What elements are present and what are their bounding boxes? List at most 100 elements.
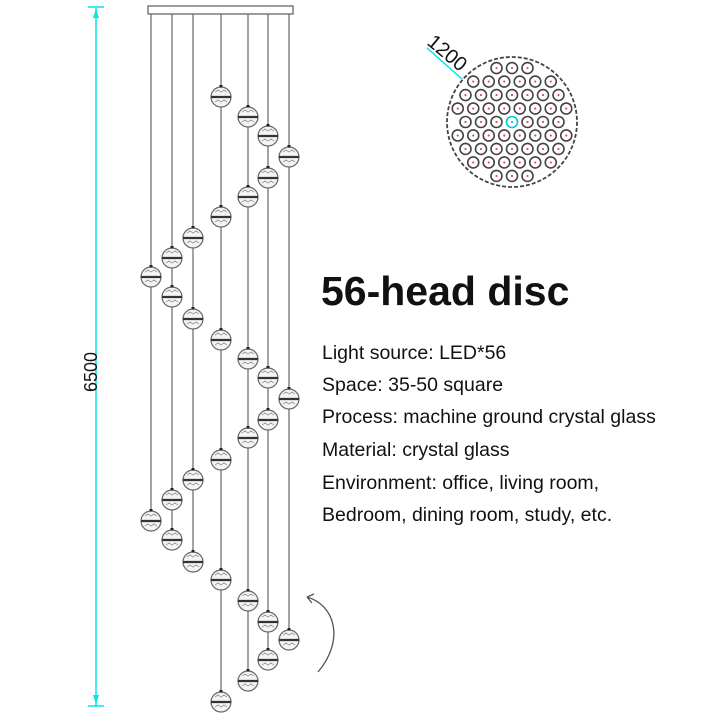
- disc-light-head: [513, 75, 527, 88]
- crystal-ball: [210, 448, 232, 471]
- disc-light-head: [474, 88, 488, 102]
- crystal-ball: [237, 185, 259, 208]
- crystal-ball: [210, 85, 232, 108]
- spec-environment: Environment: office, living room,: [322, 472, 600, 494]
- crystal-ball: [237, 669, 259, 692]
- crystal-ball: [237, 589, 259, 612]
- crystal-ball: [278, 387, 300, 410]
- crystal-ball: [257, 610, 279, 633]
- crystal-ball: [210, 205, 232, 228]
- crystal-ball: [237, 105, 259, 128]
- disc-light-head: [490, 142, 503, 156]
- disc-light-head: [513, 156, 527, 169]
- crystal-ball: [257, 366, 279, 389]
- height-dimension: [88, 6, 104, 707]
- crystal-ball: [210, 568, 232, 591]
- disc-light-head: [482, 156, 496, 169]
- disc-top-view: 1200: [423, 31, 578, 188]
- crystal-ball: [161, 488, 183, 511]
- disc-light-head: [528, 156, 542, 169]
- disc-light-head: [466, 129, 480, 142]
- spec-material: Material: crystal glass: [322, 439, 510, 461]
- crystal-ball: [161, 528, 183, 551]
- crystal-ball: [257, 166, 279, 189]
- disc-light-head: [521, 115, 534, 129]
- crystal-ball: [257, 408, 279, 431]
- disc-light-head: [482, 102, 496, 115]
- disc-light-head: [528, 102, 542, 115]
- disc-light-head: [513, 102, 527, 115]
- disc-light-head: [536, 142, 550, 156]
- crystal-ball: [210, 328, 232, 351]
- disc-light-head: [505, 169, 519, 183]
- height-dimension-label: 6500: [81, 352, 101, 392]
- crystal-ball: [210, 690, 232, 713]
- disc-light-head: [528, 75, 542, 88]
- spec-light-source: Light source: LED*56: [322, 342, 507, 364]
- disc-light-head: [552, 142, 565, 156]
- crystal-ball: [140, 265, 162, 288]
- disc-light-head: [459, 142, 472, 156]
- disc-light-head: [521, 142, 534, 156]
- crystal-ball: [182, 307, 204, 330]
- disc-light-head: [451, 102, 465, 115]
- spec-space: Space: 35-50 square: [322, 374, 504, 396]
- disc-light-head: [497, 129, 511, 142]
- crystal-ball: [278, 145, 300, 168]
- spec-environment-continued: Bedroom, dining room, study, etc.: [322, 504, 613, 526]
- crystal-ball: [140, 509, 162, 532]
- disc-light-head: [521, 88, 534, 102]
- disc-light-head: [482, 75, 496, 88]
- disc-light-head: [544, 75, 558, 88]
- spec-process: Process: machine ground crystal glass: [322, 406, 656, 428]
- rotation-arrow-icon: [306, 593, 335, 673]
- disc-light-head: [497, 75, 511, 88]
- crystal-ball: [257, 648, 279, 671]
- crystal-balls: [140, 85, 300, 713]
- disc-light-head: [505, 88, 519, 102]
- disc-light-head: [552, 115, 565, 129]
- product-title: 56-head disc: [321, 268, 570, 314]
- disc-light-head: [552, 88, 565, 102]
- disc-light-head: [466, 102, 480, 115]
- disc-light-head: [490, 169, 503, 183]
- disc-light-head: [482, 129, 496, 142]
- disc-light-head: [451, 129, 465, 142]
- disc-light-head: [528, 129, 542, 142]
- crystal-ball: [161, 285, 183, 308]
- disc-light-head: [544, 156, 558, 169]
- disc-light-head: [544, 129, 558, 142]
- crystal-ball: [182, 550, 204, 573]
- disc-light-head: [521, 61, 534, 75]
- disc-light-head: [490, 88, 503, 102]
- disc-light-head: [536, 115, 550, 129]
- disc-light-head: [466, 156, 480, 169]
- disc-light-head: [459, 88, 472, 102]
- disc-light-head: [559, 102, 573, 115]
- disc-light-head: [505, 142, 519, 156]
- crystal-ball: [161, 246, 183, 269]
- disc-light-head: [505, 115, 519, 129]
- disc-light-head: [521, 169, 534, 183]
- disc-light-head: [497, 156, 511, 169]
- disc-light-head: [505, 61, 519, 75]
- disc-light-head: [459, 115, 472, 129]
- crystal-ball: [278, 628, 300, 651]
- disc-light-head: [536, 88, 550, 102]
- crystal-ball: [182, 226, 204, 249]
- disc-light-head: [490, 61, 503, 75]
- crystal-ball: [237, 347, 259, 370]
- crystal-ball: [182, 468, 204, 491]
- disc-light-head: [513, 129, 527, 142]
- disc-light-head: [497, 102, 511, 115]
- crystal-ball: [257, 124, 279, 147]
- disc-light-head: [559, 129, 573, 142]
- disc-light-head: [474, 115, 488, 129]
- disc-light-head: [490, 115, 503, 129]
- disc-light-head: [466, 75, 480, 88]
- diameter-dimension-label: 1200: [423, 31, 471, 76]
- crystal-ball: [237, 426, 259, 449]
- disc-light-head: [474, 142, 488, 156]
- disc-light-head: [544, 102, 558, 115]
